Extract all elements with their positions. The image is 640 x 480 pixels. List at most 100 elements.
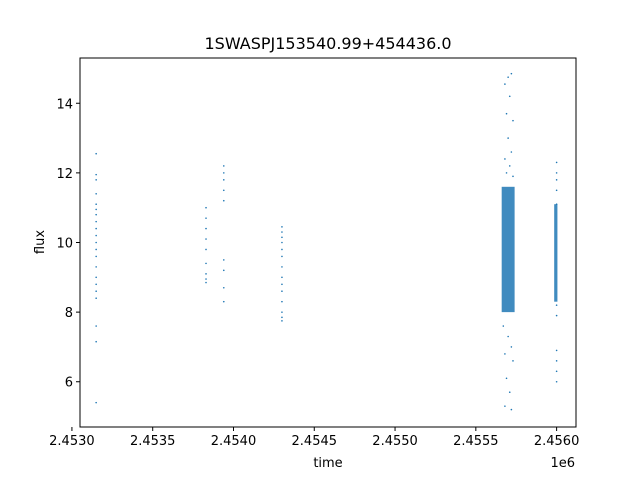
data-point (510, 72, 513, 75)
data-point (281, 255, 283, 258)
data-point (95, 227, 97, 230)
data-point (555, 172, 558, 174)
data-point (95, 203, 97, 206)
data-point (505, 112, 508, 115)
x-tick-label: 2.4535 (130, 434, 176, 449)
data-point (504, 83, 506, 85)
data-point (205, 227, 207, 230)
data-point (281, 290, 283, 293)
data-point (95, 325, 97, 327)
data-point (555, 370, 558, 373)
data-point (222, 172, 225, 174)
x-axis: 2.4530 2.4535 2.4540 2.4545 2.4550 2.4555 2.45… (49, 427, 579, 449)
data-point (95, 248, 97, 251)
data-point (95, 234, 97, 237)
data-point (95, 276, 97, 279)
data-point (95, 213, 97, 216)
y-tick-label: 14 (56, 97, 73, 112)
data-point (507, 335, 509, 338)
data-point (507, 137, 509, 139)
data-point (95, 283, 97, 286)
x-axis-offset-label: 1e6 (550, 456, 575, 471)
y-axis-label: flux (33, 230, 48, 254)
dense-data-band (554, 204, 558, 302)
data-point (222, 189, 225, 192)
data-point (222, 165, 225, 167)
data-point (507, 76, 509, 78)
x-tick-label: 2.4560 (534, 434, 580, 449)
plot-area (95, 72, 558, 411)
data-point (510, 408, 513, 411)
y-axis: 6 8 10 12 14 (56, 97, 80, 391)
data-point (95, 173, 97, 176)
data-point (281, 316, 283, 319)
data-point (555, 380, 558, 383)
data-point (95, 208, 97, 211)
y-tick-label: 12 (56, 167, 73, 182)
data-point (281, 248, 283, 251)
data-point (95, 290, 97, 293)
x-tick-label: 2.4540 (211, 434, 257, 449)
data-point (281, 283, 283, 286)
data-point (205, 278, 207, 280)
data-point (510, 151, 513, 153)
data-point (205, 248, 207, 251)
data-point (281, 236, 283, 239)
data-point (222, 179, 225, 181)
data-point (505, 377, 508, 380)
data-point (555, 360, 558, 362)
data-point (222, 286, 225, 289)
x-axis-label: time (313, 456, 342, 471)
data-point (95, 179, 97, 181)
data-point (222, 199, 225, 202)
data-point (281, 311, 283, 313)
data-point (555, 314, 558, 317)
y-tick-label: 10 (56, 237, 73, 252)
data-point (205, 217, 207, 219)
data-point (281, 320, 283, 322)
data-point (504, 353, 506, 355)
data-point (512, 119, 514, 122)
y-tick-label: 6 (65, 376, 73, 391)
data-point (222, 269, 225, 272)
data-point (95, 220, 97, 223)
y-tick-label: 8 (65, 306, 73, 321)
x-tick-label: 2.4555 (453, 434, 499, 449)
data-point (555, 304, 558, 306)
data-point (281, 226, 283, 228)
data-point (555, 349, 558, 352)
data-point (95, 340, 97, 343)
data-point (222, 259, 225, 261)
data-point (505, 172, 508, 174)
data-point (510, 346, 513, 348)
data-point (95, 255, 97, 258)
data-point (205, 206, 207, 209)
data-point (281, 241, 283, 244)
data-point (504, 405, 506, 407)
data-point (205, 281, 207, 284)
chart-title: 1SWASPJ153540.99+454436.0 (204, 34, 451, 53)
data-point (222, 300, 225, 303)
data-point (508, 391, 511, 393)
data-point (555, 189, 558, 192)
data-point (95, 401, 97, 404)
data-point (512, 175, 514, 178)
data-point (95, 152, 97, 155)
data-point (508, 165, 511, 167)
x-tick-label: 2.4550 (372, 434, 418, 449)
data-point (95, 297, 97, 299)
data-point (95, 192, 97, 195)
data-point (512, 360, 514, 362)
data-point (205, 273, 207, 275)
data-point (555, 161, 558, 164)
data-point (555, 203, 558, 206)
data-point (281, 231, 283, 233)
data-point (281, 266, 283, 268)
data-point (95, 266, 97, 268)
data-point (281, 300, 283, 303)
data-point (95, 241, 97, 244)
x-tick-label: 2.4545 (292, 434, 338, 449)
data-point (504, 158, 506, 160)
